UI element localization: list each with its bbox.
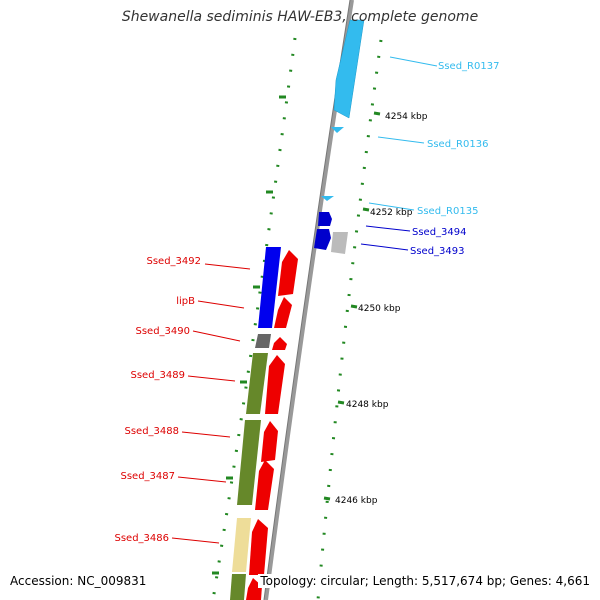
leader-Ssed_3489 <box>187 375 236 382</box>
label-Ssed_3489: Ssed_3489 <box>130 370 185 381</box>
tick-label-4252: 4252 kbp <box>370 208 413 218</box>
feature-Ssed_3487 <box>255 460 274 510</box>
feature-Ssed_3490 <box>272 337 287 350</box>
tick-label-4250: 4250 kbp <box>358 304 401 314</box>
leader-Ssed_3494 <box>365 225 411 232</box>
feature-Ssed_R0137 <box>333 19 365 119</box>
leader-Ssed_R0135 <box>368 202 415 211</box>
left-leader-lines <box>171 263 251 544</box>
feature-Ssed_3486 <box>249 519 268 575</box>
label-Ssed_R0135: Ssed_R0135 <box>417 206 478 217</box>
right-leader-lines <box>360 56 438 251</box>
tick-mark-4254-outer <box>373 111 381 116</box>
leader-Ssed_3490 <box>192 330 241 342</box>
label-lipB: lipB <box>176 296 195 307</box>
leader-Ssed_3486 <box>171 537 220 544</box>
feature-Ssed_3493 <box>331 232 348 254</box>
feature-Ssed_3490-cog <box>255 334 271 348</box>
leader-Ssed_3493 <box>360 243 409 251</box>
genome-summary-text: Topology: circular; Length: 5,517,674 bp… <box>258 574 592 588</box>
label-Ssed_3487: Ssed_3487 <box>120 471 175 482</box>
feature-Ssed_R0136 <box>331 127 344 133</box>
tick-label-4248: 4248 kbp <box>346 400 389 410</box>
label-Ssed_3493: Ssed_3493 <box>410 246 465 257</box>
leader-Ssed_3492 <box>204 263 251 270</box>
tick-label-4246: 4246 kbp <box>335 496 378 506</box>
tick-label-4254: 4254 kbp <box>385 112 428 122</box>
feature-lipB <box>274 297 292 328</box>
scale-major-ticks <box>212 95 381 575</box>
label-Ssed_3492: Ssed_3492 <box>146 256 201 267</box>
label-Ssed_R0136: Ssed_R0136 <box>427 139 488 150</box>
outer-scale-dashes <box>316 39 383 600</box>
feature-Ssed_3486-cog <box>232 518 251 572</box>
leader-lipB <box>197 300 245 309</box>
feature-Ssed_3489 <box>265 355 285 414</box>
leader-Ssed_3488 <box>181 431 231 438</box>
tick-mark-4250-outer <box>350 304 358 309</box>
accession-text: Accession: NC_009831 <box>8 574 149 588</box>
feature-Ssed_3485 <box>246 578 262 600</box>
tick-mark-4246-outer <box>323 496 331 501</box>
feature-Ssed_3488-cog <box>237 420 261 505</box>
outer-scale-right <box>316 39 383 600</box>
map-title: Shewanella sediminis HAW-EB3, complete g… <box>121 9 479 25</box>
feature-Ssed_R0135 <box>321 196 334 201</box>
feature-Ssed_3485-cog <box>230 574 246 600</box>
feature-Ssed_3494-b <box>314 229 331 250</box>
leader-Ssed_R0136 <box>377 136 425 144</box>
label-Ssed_R0137: Ssed_R0137 <box>438 61 499 72</box>
feature-Ssed_3488 <box>261 421 278 462</box>
tick-mark-4252-outer <box>362 207 370 212</box>
label-Ssed_3486: Ssed_3486 <box>114 533 169 544</box>
feature-Ssed_3492-cog <box>258 247 281 328</box>
tick-mark-4248-outer <box>337 400 345 405</box>
label-Ssed_3488: Ssed_3488 <box>124 426 179 437</box>
feature-Ssed_3492 <box>278 250 298 296</box>
label-Ssed_3494: Ssed_3494 <box>412 227 467 238</box>
label-Ssed_3490: Ssed_3490 <box>135 326 190 337</box>
leader-Ssed_R0137 <box>389 56 438 67</box>
leader-Ssed_3487 <box>177 476 227 483</box>
feature-Ssed_3494-a <box>318 212 332 226</box>
feature-Ssed_3489-cog <box>246 353 268 414</box>
